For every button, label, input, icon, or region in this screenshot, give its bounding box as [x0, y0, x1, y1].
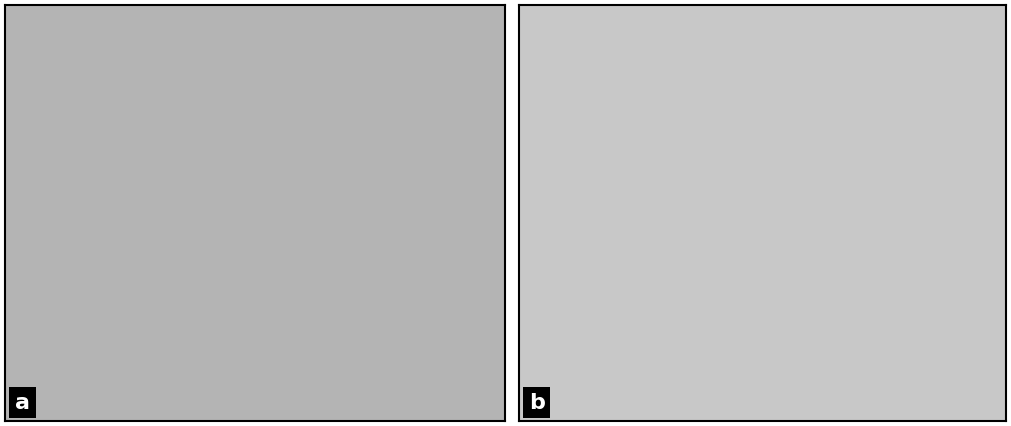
- Text: a: a: [15, 393, 30, 413]
- Text: b: b: [529, 393, 545, 413]
